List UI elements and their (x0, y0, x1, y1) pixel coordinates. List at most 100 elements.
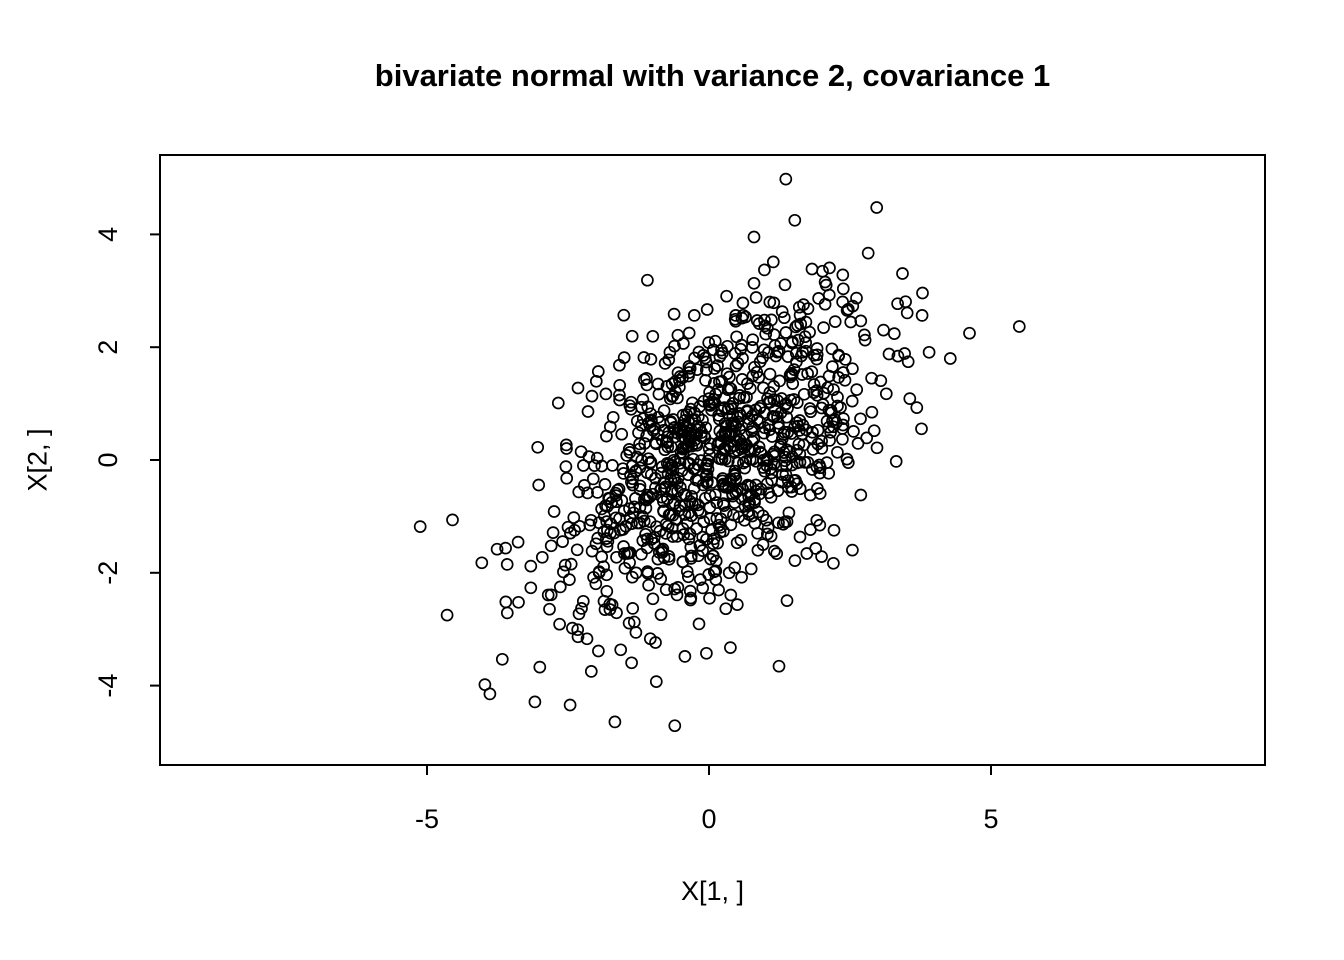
data-point (847, 425, 860, 438)
data-point (668, 339, 681, 353)
data-point (828, 315, 842, 328)
data-point (790, 443, 804, 457)
data-point (838, 373, 852, 387)
data-point (571, 623, 585, 637)
data-point (535, 550, 549, 564)
data-point (682, 326, 696, 340)
data-point (692, 617, 706, 631)
data-point (747, 230, 761, 244)
data-point (613, 388, 626, 402)
data-point (528, 695, 542, 709)
y-tick-label: -4 (93, 674, 123, 698)
data-point (812, 292, 825, 305)
data-point (675, 464, 689, 478)
data-point (702, 442, 716, 456)
data-point (780, 410, 794, 424)
data-point (786, 377, 800, 390)
data-point (563, 698, 577, 712)
data-point (610, 550, 623, 564)
data-point (598, 603, 612, 616)
data-point (657, 504, 670, 518)
data-point (854, 488, 868, 502)
data-point (719, 602, 733, 616)
data-point (696, 530, 710, 544)
data-point (765, 466, 778, 480)
data-point (896, 267, 909, 280)
x-tick-label: 5 (983, 804, 998, 834)
data-point (613, 393, 626, 407)
data-point (780, 594, 794, 607)
data-point (683, 584, 697, 598)
data-point (764, 490, 778, 504)
data-point (720, 289, 733, 303)
data-point (724, 588, 738, 602)
data-point (599, 387, 613, 401)
data-point (715, 404, 728, 418)
data-point (697, 394, 711, 408)
data-point (724, 518, 738, 532)
data-point (636, 534, 650, 547)
data-point (704, 552, 717, 566)
data-point (560, 471, 574, 485)
data-point (775, 305, 789, 318)
data-point (865, 371, 878, 385)
data-point (827, 556, 840, 570)
data-point (644, 352, 658, 366)
data-point (576, 594, 590, 608)
data-point (689, 473, 703, 487)
data-point (682, 457, 695, 471)
data-point (743, 382, 757, 395)
data-point (816, 264, 829, 278)
data-point (870, 441, 884, 455)
data-point (898, 347, 911, 360)
data-point (806, 425, 819, 439)
data-point (746, 420, 759, 434)
data-point (638, 437, 651, 450)
data-point (729, 419, 742, 433)
data-point (499, 541, 512, 555)
data-point (671, 484, 684, 498)
data-point (827, 383, 840, 396)
data-point (591, 486, 604, 499)
data-point (922, 345, 936, 359)
data-point (544, 539, 558, 553)
data-point (903, 392, 917, 405)
data-point (615, 427, 629, 441)
data-point (810, 352, 824, 366)
data-point (512, 595, 525, 609)
data-point (589, 577, 603, 591)
data-point (757, 343, 771, 357)
data-point (791, 333, 805, 347)
data-point (567, 511, 581, 524)
data-point (595, 502, 608, 516)
data-point (707, 565, 721, 579)
data-point (850, 383, 864, 396)
data-point (693, 539, 707, 552)
data-point (766, 409, 780, 423)
data-point (595, 459, 609, 473)
data-point (915, 422, 928, 436)
data-point (609, 486, 623, 500)
data-point (606, 410, 620, 424)
data-point (718, 391, 731, 405)
data-point (739, 455, 753, 468)
data-point (723, 381, 736, 394)
data-point (730, 598, 744, 611)
data-point (612, 482, 626, 496)
data-point (646, 329, 660, 343)
data-point (499, 595, 513, 609)
data-point (760, 477, 774, 490)
data-point (798, 330, 812, 344)
x-axis-label: X[1, ] (680, 876, 745, 906)
data-point (676, 555, 690, 569)
data-point (629, 566, 643, 580)
data-point (592, 566, 606, 579)
data-point (729, 359, 743, 373)
data-point (614, 643, 628, 657)
data-point (532, 478, 546, 492)
data-point (625, 656, 638, 670)
data-point (660, 435, 674, 448)
data-point (772, 659, 786, 673)
data-point (785, 336, 799, 350)
data-point (700, 646, 713, 660)
